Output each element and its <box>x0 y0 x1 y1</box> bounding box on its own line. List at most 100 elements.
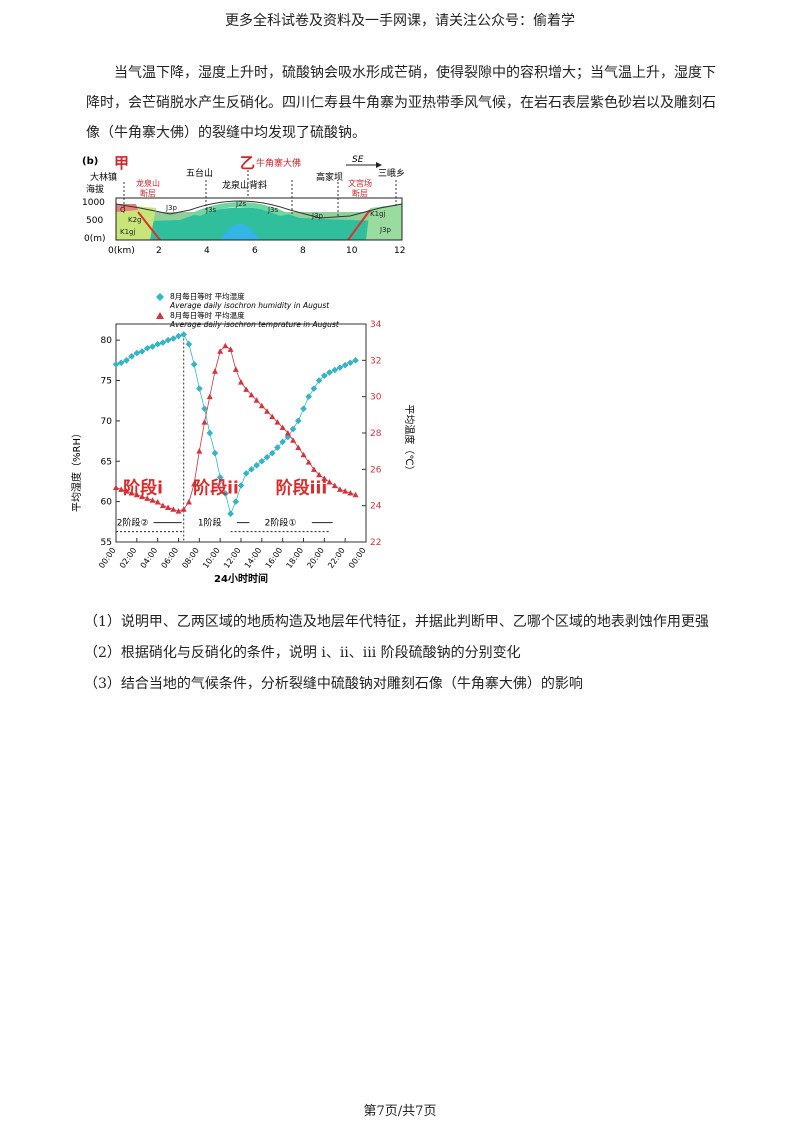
humidity-point <box>112 361 120 368</box>
east-block <box>366 204 402 240</box>
right-tick-label: 32 <box>370 356 381 366</box>
stratum-label: J3p <box>165 204 178 212</box>
se-arrowhead <box>376 162 382 168</box>
west-red-layer <box>116 204 138 212</box>
west-block <box>116 204 156 240</box>
jia-label: 甲 <box>114 154 129 172</box>
km-tick: 12 <box>394 246 405 256</box>
legend-temperature-zh: 8月每日等时 平均温度 <box>170 310 245 320</box>
humidity-point <box>133 349 141 357</box>
humidity-point <box>336 364 344 371</box>
intro-paragraph: 当气温下降，湿度上升时，硫酸钠会吸水形成芒硝，使得裂隙中的容积增大；当气温上升，… <box>86 65 716 141</box>
stratum-label: J3s <box>205 206 217 214</box>
temperature-point <box>321 475 328 481</box>
humidity-point <box>154 340 161 348</box>
temperature-point <box>269 413 276 420</box>
temperature-point <box>274 419 281 425</box>
legend-humidity-zh: 8月每日等时 平均湿度 <box>170 291 245 301</box>
right-tick-label: 30 <box>370 393 382 403</box>
temperature-point <box>248 391 255 398</box>
temperature-point <box>336 486 343 492</box>
geologic-section: (b) 甲 乙 牛角寨大佛 SE 大林镇 五台山 龙泉山背斜 高家坝 三峨乡 龙… <box>82 154 405 256</box>
humidity-point <box>258 457 266 465</box>
page-footer: 第7页/共7页 <box>363 1104 437 1119</box>
humidity-point <box>190 361 198 368</box>
temperature-point <box>243 386 250 392</box>
anticline-core <box>220 224 260 240</box>
question-3: （3）结合当地的气候条件，分析裂缝中硫酸钠对雕刻石像（牛角寨大佛）的影响 <box>84 676 583 692</box>
humidity-point <box>201 405 208 413</box>
temperature-point <box>196 448 203 454</box>
temperature-point <box>253 397 260 403</box>
legend-humidity-marker <box>156 293 164 301</box>
temperature-point <box>175 508 182 514</box>
temperature-point <box>331 482 338 489</box>
place-sane: 三峨乡 <box>378 167 405 179</box>
humidity-point <box>326 369 333 376</box>
humidity-point <box>128 353 135 360</box>
humidity-point <box>175 332 182 340</box>
yi-label: 乙 <box>240 154 255 172</box>
humidity-point <box>149 343 156 350</box>
temperature-point <box>222 342 229 349</box>
temperature-point <box>123 488 130 494</box>
y-axis-left-label: 平均湿度（%RH） <box>70 428 83 512</box>
right-tick-label: 24 <box>370 502 382 512</box>
temperature-point <box>232 366 239 372</box>
humidity-point <box>117 359 125 367</box>
temperature-point <box>305 459 312 465</box>
left-tick-label: 55 <box>101 538 112 548</box>
temperature-point <box>211 368 218 374</box>
temperature-point <box>227 346 234 352</box>
temperature-point <box>264 408 271 414</box>
km-tick: 8 <box>300 246 306 256</box>
temperature-point <box>279 424 286 431</box>
fault-label-2a: 文宫场 <box>348 178 372 188</box>
temperature-point <box>206 393 213 400</box>
question-2: （2）根据硝化与反硝化的条件，说明 i、ii、iii 阶段硫酸钠的分别变化 <box>84 645 521 661</box>
terrain-profile <box>115 200 403 219</box>
fault-label-2b: 断层 <box>352 188 368 198</box>
temperature-point <box>144 495 151 501</box>
humidity-point <box>196 385 203 392</box>
panel-label: (b) <box>82 156 98 167</box>
place-longquan: 龙泉山背斜 <box>222 179 267 191</box>
humidity-point <box>227 510 234 518</box>
temperature-point <box>154 499 161 505</box>
humidity-point <box>347 359 354 367</box>
stratum-label: J2s <box>235 200 247 208</box>
humidity-point <box>300 405 307 413</box>
km-tick: 2 <box>156 246 162 256</box>
fault-label-1a: 龙泉山 <box>136 178 160 188</box>
temperature-point <box>217 348 224 354</box>
se-label: SE <box>352 155 364 165</box>
anticline-layer <box>116 207 402 240</box>
humidity-point <box>321 372 328 379</box>
humidity-point <box>216 474 224 481</box>
humidity-point <box>253 462 260 469</box>
humidity-point <box>242 470 250 477</box>
temperature-point <box>133 491 140 498</box>
x-axis-label: 24小时时间 <box>214 572 268 585</box>
place-gaojia: 高家坝 <box>316 171 343 183</box>
page-header: 更多全科试卷及资料及一手网课，请关注公众号：偷着学 <box>225 13 575 29</box>
elev-tick-0: 0(m) <box>84 234 106 244</box>
humidity-point <box>315 377 323 384</box>
stage-label: 阶段i <box>123 478 163 499</box>
temperature-point <box>149 497 156 503</box>
stratum-label: K2g <box>128 216 142 224</box>
humidity-point <box>159 339 167 346</box>
buddha-label: 牛角寨大佛 <box>256 157 301 169</box>
anticline-top <box>190 202 290 216</box>
humidity-point <box>211 449 219 457</box>
temperature-point <box>139 493 146 500</box>
stage-sequence-label: 2阶段② <box>117 517 149 529</box>
left-tick-label: 80 <box>101 336 113 346</box>
humidity-point <box>164 336 172 344</box>
temperature-point <box>316 471 323 478</box>
humidity-point <box>138 348 146 355</box>
temperature-point <box>290 437 297 443</box>
legend-temperature-marker <box>156 312 164 319</box>
temperature-point <box>284 430 291 436</box>
stratum-label: J3p <box>311 212 324 220</box>
